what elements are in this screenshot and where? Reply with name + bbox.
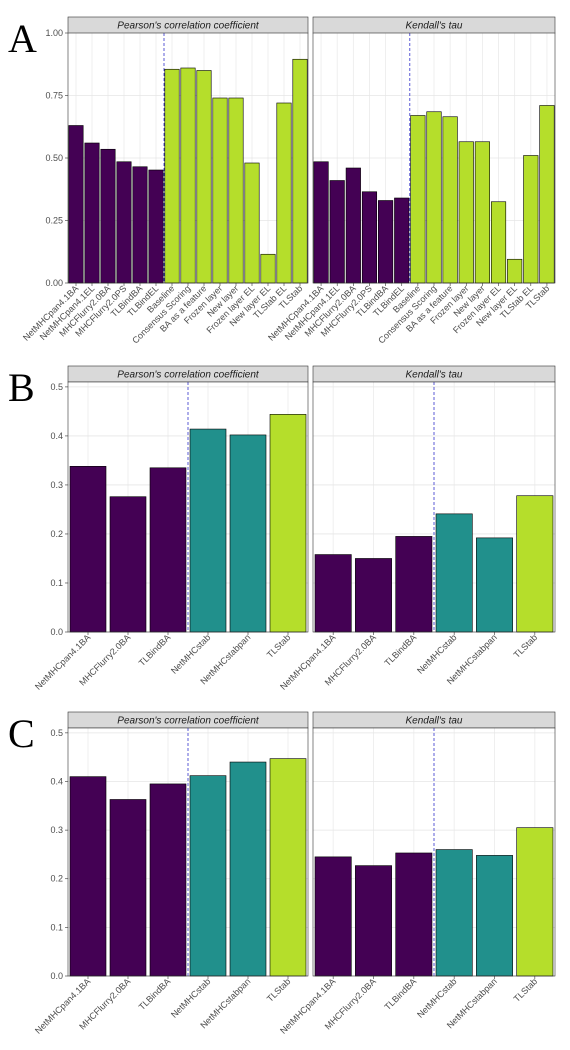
- bar: [523, 155, 539, 284]
- bar: [180, 67, 196, 284]
- x-tick-label: NetMHCstab: [415, 632, 458, 675]
- y-tick-label: 0.25: [45, 216, 63, 226]
- facet-title: Pearson's correlation coefficient: [117, 21, 260, 32]
- facet-title: Kendall's tau: [406, 716, 463, 727]
- x-tick-label: TLBindBA: [383, 976, 419, 1012]
- x-tick-label: NetMHCstab: [169, 632, 212, 675]
- bar: [100, 148, 116, 284]
- bar: [68, 125, 84, 284]
- plot-border: [67, 32, 309, 284]
- x-tick-label: NetMHCstab: [169, 976, 212, 1019]
- y-tick-label: 0.3: [50, 480, 63, 490]
- y-tick-label: 0.0: [50, 627, 63, 637]
- plot-border: [312, 32, 556, 284]
- y-tick-label: 1.00: [45, 28, 63, 38]
- bar: [442, 116, 458, 284]
- x-tick-label: TLStab: [512, 632, 540, 660]
- x-tick-label: TLStab: [265, 976, 293, 1004]
- y-tick-label: 0.75: [45, 91, 63, 101]
- bar: [435, 849, 473, 977]
- bar: [164, 68, 180, 284]
- bar: [132, 166, 148, 284]
- bar: [229, 434, 267, 633]
- x-tick-label: TLStab: [265, 632, 293, 660]
- bar: [69, 776, 107, 977]
- bar: [361, 191, 378, 284]
- bar: [426, 111, 442, 284]
- bar: [394, 197, 410, 284]
- x-tick-label: TLBindBA: [383, 632, 419, 668]
- bar: [228, 97, 244, 284]
- bar: [474, 141, 490, 284]
- plot-border: [67, 381, 309, 633]
- plot-border: [312, 381, 556, 633]
- bar: [395, 536, 433, 633]
- panel-letter: C: [8, 711, 35, 756]
- x-tick-label: TLBindBA: [137, 632, 173, 668]
- bar: [116, 161, 132, 284]
- bar: [458, 141, 474, 284]
- y-tick-label: 0.00: [45, 278, 63, 288]
- y-tick-label: 0.5: [50, 728, 63, 738]
- bar: [329, 180, 345, 284]
- bar: [189, 428, 227, 633]
- x-tick-label: TLBindBA: [137, 976, 173, 1012]
- bar: [149, 467, 187, 633]
- bar: [313, 161, 329, 284]
- bar: [109, 496, 147, 633]
- bar: [212, 97, 228, 284]
- y-tick-label: 0.5: [50, 382, 63, 392]
- bar: [314, 554, 352, 633]
- plot-border: [67, 727, 309, 977]
- bar: [276, 102, 292, 284]
- bar: [69, 466, 107, 633]
- bar: [189, 775, 227, 977]
- bar: [148, 169, 164, 284]
- bar: [355, 558, 392, 633]
- y-tick-label: 0.2: [50, 874, 63, 884]
- facet-title: Pearson's correlation coefficient: [117, 370, 260, 381]
- bar: [410, 115, 426, 284]
- bar: [314, 856, 352, 977]
- bar: [355, 865, 392, 977]
- bar: [292, 58, 308, 284]
- bar: [490, 201, 507, 284]
- y-tick-label: 0.50: [45, 153, 63, 163]
- bar: [516, 495, 554, 633]
- y-tick-label: 0.3: [50, 825, 63, 835]
- bar: [476, 537, 513, 633]
- bar: [507, 258, 523, 284]
- y-tick-label: 0.4: [50, 776, 63, 786]
- bar: [395, 852, 433, 977]
- y-tick-label: 0.1: [50, 922, 63, 932]
- bar: [84, 142, 100, 284]
- bar: [345, 167, 361, 284]
- y-tick-label: 0.0: [50, 971, 63, 981]
- bar: [539, 105, 555, 284]
- facet-title: Kendall's tau: [406, 370, 463, 381]
- bar: [244, 162, 260, 284]
- bar: [196, 70, 212, 284]
- bar: [149, 783, 187, 977]
- plot-border: [312, 727, 556, 977]
- facet-title: Pearson's correlation coefficient: [117, 716, 260, 727]
- bar: [229, 761, 267, 977]
- y-tick-label: 0.1: [50, 578, 63, 588]
- bar: [260, 253, 276, 284]
- bar: [476, 855, 513, 977]
- bar: [269, 758, 307, 977]
- bar: [435, 513, 473, 633]
- y-tick-label: 0.4: [50, 431, 63, 441]
- facet-title: Kendall's tau: [406, 21, 463, 32]
- bar: [109, 799, 147, 977]
- bar: [269, 414, 307, 633]
- x-tick-label: TLStab: [512, 976, 540, 1004]
- panel-letter: B: [8, 365, 35, 410]
- bar: [516, 827, 554, 977]
- y-tick-label: 0.2: [50, 529, 63, 539]
- x-tick-label: NetMHCstab: [415, 976, 458, 1019]
- panel-letter: A: [8, 16, 37, 61]
- bar: [378, 200, 394, 284]
